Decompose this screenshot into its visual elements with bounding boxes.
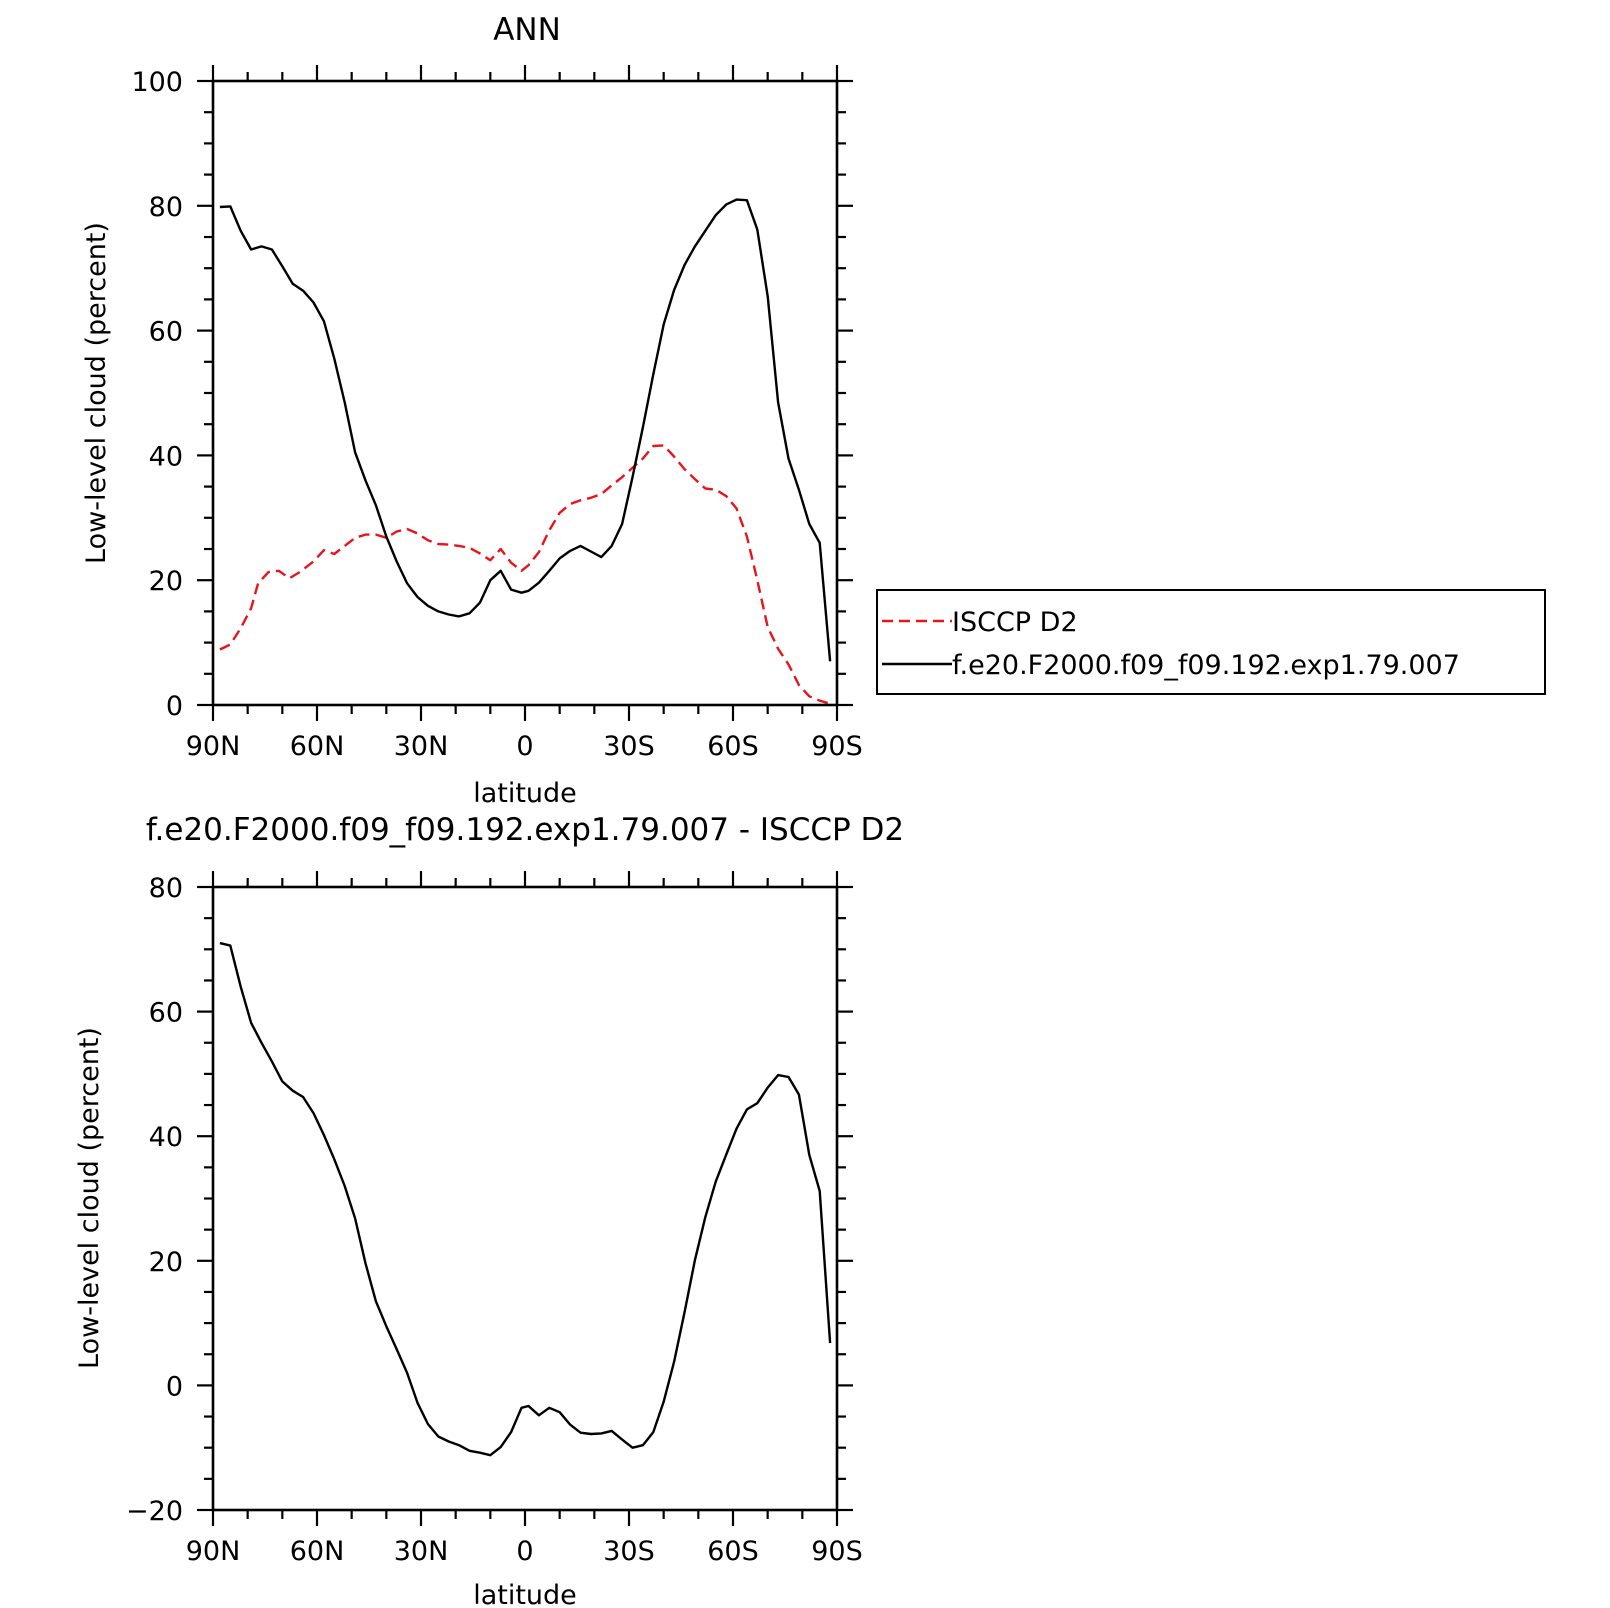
x-tick-label: 90S xyxy=(811,1536,863,1567)
chart-title: f.e20.F2000.f09_f09.192.exp1.79.007 - IS… xyxy=(146,812,904,848)
y-tick-label: 100 xyxy=(131,67,183,98)
x-tick-label: 60N xyxy=(290,731,345,762)
y-tick-label: 40 xyxy=(149,1122,183,1153)
series-lines xyxy=(219,198,832,705)
y-tick-label: 80 xyxy=(149,873,183,904)
panel-difference: f.e20.F2000.f09_f09.192.exp1.79.007 - IS… xyxy=(74,812,904,1608)
x-tick-label: 0 xyxy=(516,731,533,762)
x-tick-label: 30S xyxy=(603,1536,655,1567)
x-axis-tick-labels: 90N 60N 30N 0 30S 60S 90S xyxy=(186,1536,863,1567)
y-axis-label: Low-level cloud (percent) xyxy=(74,1027,105,1369)
plot-frame xyxy=(211,885,839,1512)
x-tick-label: 90N xyxy=(186,1536,241,1567)
y-tick-label: 80 xyxy=(149,192,183,223)
legend-label-isccp: ISCCP D2 xyxy=(952,607,1078,638)
x-tick-label: 60N xyxy=(290,1536,345,1567)
y-tick-label: 60 xyxy=(149,317,183,348)
x-axis-label: latitude xyxy=(473,778,577,809)
x-tick-label: 30S xyxy=(603,731,655,762)
x-tick-label: 90S xyxy=(811,731,863,762)
x-tick-label: 30N xyxy=(394,1536,449,1567)
chart-title: ANN xyxy=(493,12,561,48)
y-axis-tick-labels: 0 20 40 60 80 100 xyxy=(131,67,183,722)
y-axis-label: Low-level cloud (percent) xyxy=(81,222,112,564)
x-axis-tick-labels: 90N 60N 30N 0 30S 60S 90S xyxy=(186,731,863,762)
series-line-model xyxy=(219,198,832,662)
y-tick-label: 20 xyxy=(149,1247,183,1278)
x-tick-label: 90N xyxy=(186,731,241,762)
legend-label-model: f.e20.F2000.f09_f09.192.exp1.79.007 xyxy=(952,650,1460,681)
y-tick-label: 20 xyxy=(149,566,183,597)
x-axis-label: latitude xyxy=(473,1580,577,1608)
x-tick-label: 60S xyxy=(707,731,759,762)
y-tick-label: 40 xyxy=(149,441,183,472)
y-axis-tick-labels: −20 0 20 40 60 80 xyxy=(126,873,183,1527)
panel-annual-low-cloud: ANN 0 20 40 60 80 100 90N 60N 30N 0 30S 60S 90S lat… xyxy=(81,12,1546,809)
y-tick-label: −20 xyxy=(126,1496,183,1527)
x-tick-label: 0 xyxy=(516,1536,533,1567)
series-line-model xyxy=(219,941,832,1457)
x-tick-label: 60S xyxy=(707,1536,759,1567)
legend: ISCCP D2 f.e20.F2000.f09_f09.192.exp1.79… xyxy=(876,589,1546,695)
y-tick-label: 60 xyxy=(149,998,183,1029)
y-tick-label: 0 xyxy=(166,1371,183,1402)
x-tick-label: 30N xyxy=(394,731,449,762)
series-lines xyxy=(219,941,832,1457)
legend-box xyxy=(876,589,1546,695)
series-line-isccp-d2 xyxy=(219,444,831,705)
axis-ticks xyxy=(197,871,853,1526)
axis-ticks xyxy=(197,65,853,721)
plot-frame xyxy=(211,79,839,707)
y-tick-label: 0 xyxy=(166,691,183,722)
